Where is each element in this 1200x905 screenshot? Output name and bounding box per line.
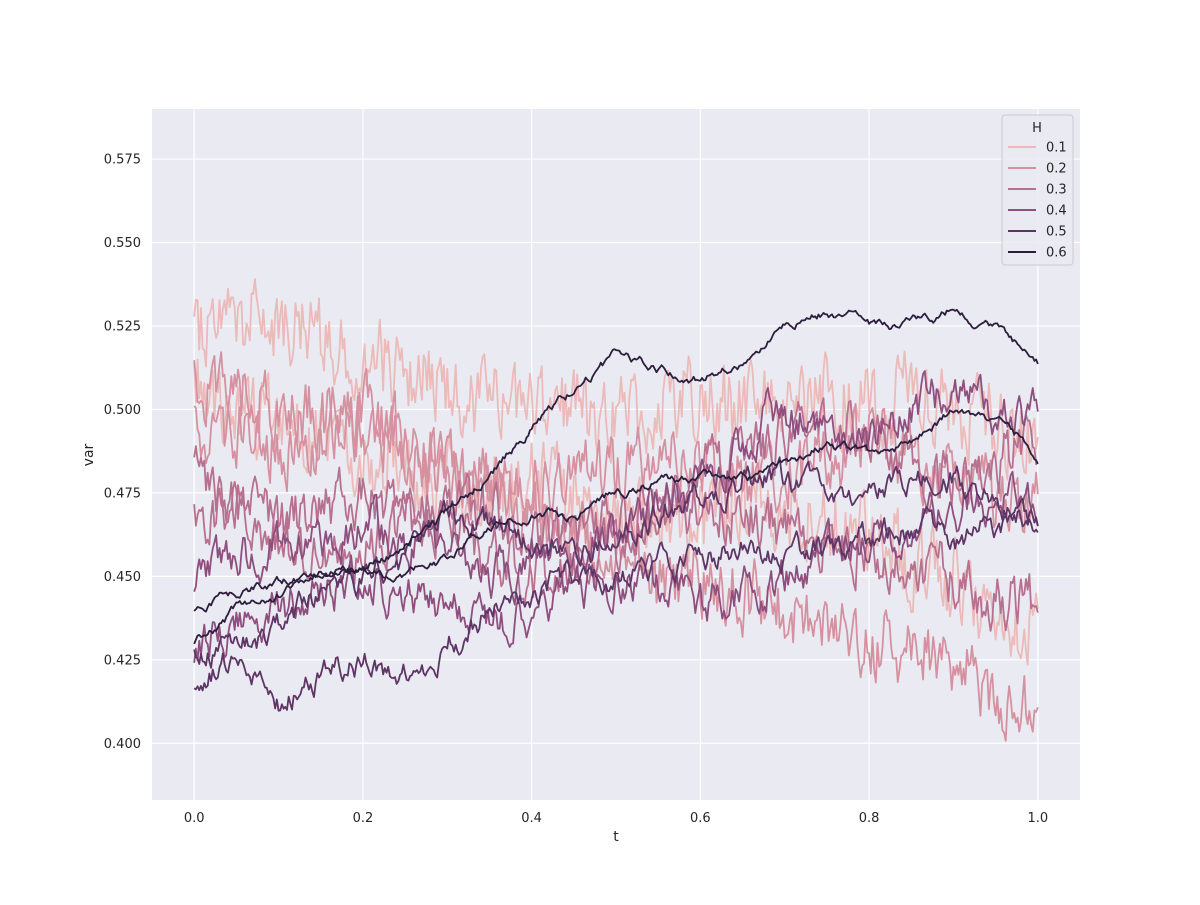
legend-entry-label: 0.6 <box>1046 246 1067 261</box>
legend-entry-label: 0.1 <box>1046 141 1067 156</box>
series-line-h-0-4 <box>193 370 1039 606</box>
legend-entry-label: 0.3 <box>1046 183 1067 198</box>
y-tick-label: 0.500 <box>104 403 141 418</box>
x-tick-label: 0.8 <box>859 811 880 826</box>
y-axis-label: var <box>81 443 97 466</box>
x-tick-label: 0.4 <box>521 811 542 826</box>
x-tick-label: 0.2 <box>353 811 374 826</box>
x-tick-label: 1.0 <box>1027 811 1048 826</box>
y-tick-label: 0.550 <box>104 236 141 251</box>
axes: 0.0 0.2 0.4 0.6 0.8 1.0 0.400 0.425 0.450 0.475 0.… <box>104 153 1048 826</box>
series-line-h-0-1 <box>193 278 1039 481</box>
legend-items: 0.1 0.2 0.3 0.4 0.5 0.6 <box>1008 141 1067 261</box>
legend-entry-label: 0.4 <box>1046 204 1067 219</box>
series-line-h-0-2 <box>193 390 1039 534</box>
y-tick-label: 0.425 <box>104 653 141 668</box>
series-group <box>193 278 1039 742</box>
legend-entry-label: 0.5 <box>1046 225 1067 240</box>
series-line-h-0-3 <box>193 445 1039 632</box>
y-tick-label: 0.450 <box>104 570 141 585</box>
legend: H 0.1 0.2 0.3 0.4 0.5 0.6 <box>1001 114 1074 266</box>
legend-box <box>1001 114 1074 266</box>
series-line-h-0-6 <box>193 308 1039 613</box>
legend-entry-label: 0.2 <box>1046 162 1067 177</box>
y-tick-label: 0.475 <box>104 486 141 501</box>
series-line-h-0-6 <box>193 408 1039 645</box>
series-line-h-0-5 <box>193 506 1039 712</box>
y-tick-label: 0.400 <box>104 737 141 752</box>
series-line-h-0-3 <box>193 397 1039 603</box>
x-axis-label: t <box>613 829 619 845</box>
x-tick-label: 0.0 <box>184 811 205 826</box>
x-tick-label: 0.6 <box>690 811 711 826</box>
y-tick-label: 0.525 <box>104 319 141 334</box>
series-line-h-0-5 <box>193 456 1039 669</box>
legend-title: H <box>1032 121 1042 136</box>
y-tick-label: 0.575 <box>104 153 141 168</box>
